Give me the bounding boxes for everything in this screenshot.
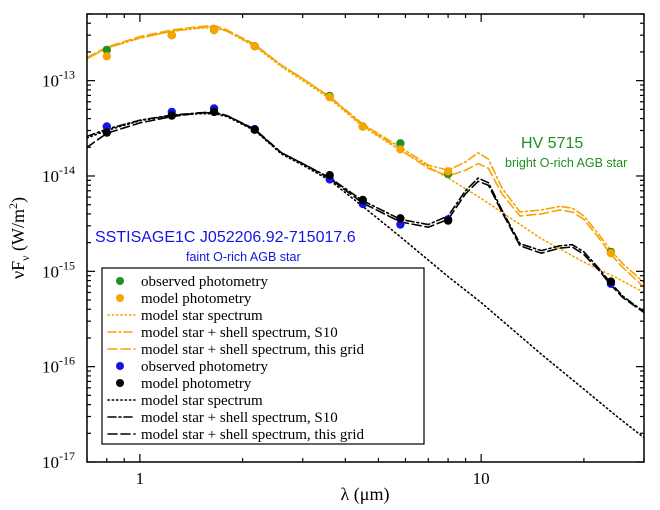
y-tick-label: 10-15 bbox=[42, 258, 75, 281]
y-axis-label: νFν (W/m2) bbox=[6, 197, 32, 279]
legend-entry: model star + shell spectrum, S10 bbox=[107, 325, 338, 341]
legend-entry: model photometry bbox=[116, 291, 252, 307]
legend-label: observed photometry bbox=[141, 274, 269, 290]
hv5715-description: bright O-rich AGB star bbox=[505, 156, 627, 170]
hv5715-label: HV 5715 bbox=[521, 135, 583, 152]
legend-entry: model star spectrum bbox=[107, 393, 263, 409]
hv-5715-model-photometry-point bbox=[325, 93, 334, 102]
legend-label: model star + shell spectrum, this grid bbox=[141, 427, 365, 443]
legend-label: model photometry bbox=[141, 376, 252, 392]
legend-entry: model star + shell spectrum, this grid bbox=[107, 427, 365, 443]
hv-5715-observed-photometry-point bbox=[102, 45, 112, 55]
legend-marker bbox=[116, 277, 124, 285]
hv-5715-observed-photometry-point bbox=[396, 139, 405, 148]
legend-marker bbox=[116, 362, 124, 370]
sstisage1c-model-photometry-point bbox=[606, 277, 616, 286]
sstisage1c-model-photometry-point bbox=[358, 195, 367, 205]
y-tick-label: 10-13 bbox=[42, 68, 75, 91]
sstisage-description: faint O-rich AGB star bbox=[186, 250, 301, 264]
photometry-markers bbox=[102, 25, 616, 288]
y-tick-label: 10-17 bbox=[42, 449, 75, 472]
legend-label: model photometry bbox=[141, 291, 252, 307]
legend-entry: model star + shell spectrum, S10 bbox=[107, 410, 338, 426]
sstisage1c-model-star-shell-spectrum-this-grid-line bbox=[87, 111, 644, 314]
sstisage1c-model-photometry-point bbox=[325, 171, 334, 180]
legend-marker bbox=[116, 379, 124, 387]
hv-5715-model-photometry-point bbox=[606, 249, 616, 258]
x-axis-label: λ (μm) bbox=[341, 484, 390, 505]
sstisage1c-model-photometry-point bbox=[167, 111, 176, 120]
legend-label: model star spectrum bbox=[141, 308, 263, 324]
y-tick-label: 10-14 bbox=[42, 163, 75, 186]
sstisage1c-observed-photometry-point bbox=[396, 220, 405, 229]
sstisage1c-model-photometry-point bbox=[443, 216, 453, 225]
sstisage-label: SSTISAGE1C J052206.92-715017.6 bbox=[95, 229, 356, 246]
sstisage1c-model-photometry-point bbox=[396, 214, 405, 223]
legend-box bbox=[101, 267, 425, 445]
legend-entry: observed photometry bbox=[116, 274, 269, 290]
legend-entry: observed photometry bbox=[116, 359, 269, 375]
hv-5715-model-photometry-point bbox=[396, 145, 405, 154]
legend-marker bbox=[116, 294, 124, 302]
legend-label: model star spectrum bbox=[141, 393, 263, 409]
plot-frame bbox=[86, 13, 645, 463]
sstisage1c-model-photometry-point bbox=[250, 125, 259, 134]
legend-entry: model star spectrum bbox=[107, 308, 263, 324]
x-tick-label: 10 bbox=[473, 469, 490, 488]
hv-5715-model-photometry-point bbox=[358, 122, 367, 131]
x-tick-label: 1 bbox=[136, 469, 145, 488]
legend-entry: model star + shell spectrum, this grid bbox=[107, 342, 365, 358]
hv-5715-model-photometry-point bbox=[443, 167, 453, 176]
y-tick-label: 10-16 bbox=[42, 354, 75, 377]
hv-5715-model-photometry-point bbox=[209, 25, 219, 35]
sstisage1c-model-photometry-point bbox=[209, 107, 219, 117]
hv-5715-model-photometry-point bbox=[167, 31, 176, 40]
legend-entry: model photometry bbox=[116, 376, 252, 392]
axis-ticks: 1 10 10-17 10-16 10-15 10-14 10-13 bbox=[42, 13, 645, 488]
legend-label: model star + shell spectrum, S10 bbox=[141, 325, 338, 341]
sstisage1c-observed-photometry-point bbox=[102, 122, 112, 131]
legend-label: observed photometry bbox=[141, 359, 269, 375]
sstisage1c-model-photometry-point bbox=[102, 128, 112, 137]
hv-5715-model-photometry-point bbox=[102, 52, 112, 61]
hv-5715-model-photometry-point bbox=[250, 42, 259, 51]
legend-label: model star + shell spectrum, S10 bbox=[141, 410, 338, 426]
legend-label: model star + shell spectrum, this grid bbox=[141, 342, 365, 358]
